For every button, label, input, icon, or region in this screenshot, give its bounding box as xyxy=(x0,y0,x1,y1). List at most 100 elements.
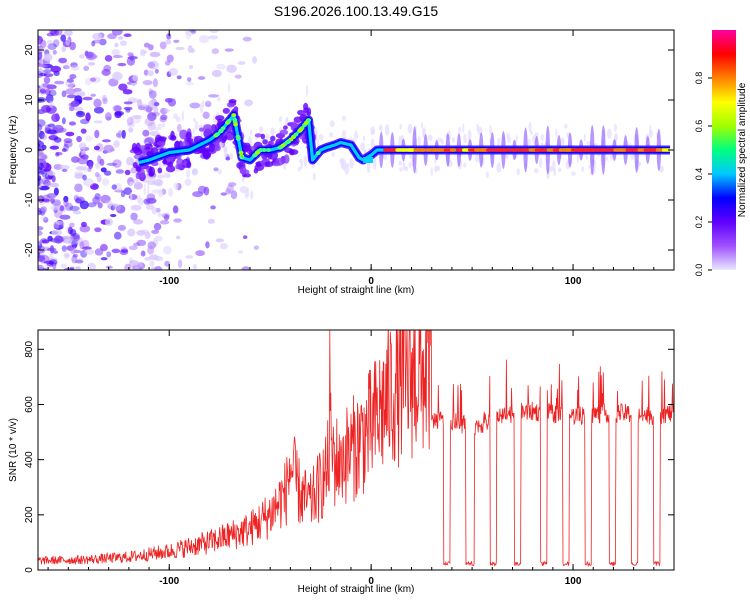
spectrogram-noise-blob xyxy=(93,98,102,108)
spectrogram-noise-blob xyxy=(38,145,43,151)
spectrogram-noise-blob xyxy=(54,235,63,244)
spectrogram-noise-blob xyxy=(100,167,107,173)
spectrogram-noise-blob xyxy=(205,100,212,108)
spectrogram-noise-blob xyxy=(177,123,182,133)
spectrogram-noise-blob xyxy=(50,205,61,210)
snr-panel: -100 0 100 0 200 400 600 800 Height of straight… xyxy=(8,329,675,595)
spectrogram-noise-blob xyxy=(127,122,135,128)
spectrogram-noise-blob xyxy=(112,71,123,81)
spectrogram-noise-blob xyxy=(41,133,47,140)
spectrogram-noise-blob xyxy=(66,78,74,83)
spectrogram-peak-spot xyxy=(226,118,232,123)
snr-y-tick-label: 800 xyxy=(24,341,35,358)
spectrogram-faint-mark xyxy=(408,161,412,168)
spectrogram-noise-blob xyxy=(60,34,67,42)
spectrogram-ridge-blob xyxy=(262,139,269,145)
spectrogram-noise-blob xyxy=(69,266,75,270)
spectrogram-noise-blob xyxy=(152,179,164,186)
spectrogram-noise-blob xyxy=(164,60,171,66)
spectrogram-noise-blob xyxy=(73,106,84,112)
spectrogram-ridge-step xyxy=(363,157,374,163)
spectrogram-noise-blob xyxy=(59,214,71,220)
spectrogram-faint-mark xyxy=(588,164,591,169)
spectrogram-noise-blob xyxy=(120,248,129,253)
spectrogram-ridge-blob xyxy=(282,125,288,130)
spectrogram-faint-mark xyxy=(436,165,441,172)
spectrogram-noise-blob xyxy=(47,43,57,50)
spectrogram-noise-blob xyxy=(172,205,179,214)
spectrogram-faint-mark xyxy=(605,156,609,161)
spectrogram-faint-mark xyxy=(564,123,568,129)
spectrogram-noise-blob xyxy=(185,255,194,259)
spectrogram-faint-mark xyxy=(506,132,510,140)
spectrogram-noise-blob xyxy=(147,112,157,122)
spectrogram-noise-blob xyxy=(117,224,127,231)
snr-y-label: SNR (10 * v/v) xyxy=(8,418,19,482)
spectrogram-noise-blob xyxy=(242,235,248,240)
spectrogram-noise-blob xyxy=(49,30,57,35)
spectrogram-faint-mark xyxy=(194,120,199,131)
spectrogram-faint-mark xyxy=(331,152,335,157)
spectrogram-faint-mark xyxy=(614,123,617,133)
spectrogram-faint-mark xyxy=(318,134,324,141)
spectrogram-noise-blob xyxy=(63,140,73,148)
spectrogram-noise-blob xyxy=(153,256,164,262)
spectrogram-noise-blob xyxy=(55,152,60,157)
spectrogram-noise-blob xyxy=(149,51,161,58)
spectrogram-peak-spot xyxy=(297,127,303,132)
spectrogram-noise-blob xyxy=(38,130,45,140)
spectrogram-noise-blob xyxy=(112,159,122,168)
spectrogram-noise-blob xyxy=(50,197,55,204)
spectrogram-noise-blob xyxy=(61,148,67,153)
spectrogram-noise-blob xyxy=(211,48,220,55)
spectrogram-noise-blob xyxy=(71,254,78,264)
spectrogram-noise-blob xyxy=(50,65,62,73)
spectrogram-faint-mark xyxy=(370,126,375,136)
spectrogram-ridge-core xyxy=(510,148,519,152)
spectrogram-noise-blob xyxy=(73,195,79,202)
spectrogram-noise-blob xyxy=(128,127,134,133)
spectrogram-ridge-blob xyxy=(264,161,274,168)
spectrogram-noise-blob xyxy=(65,39,71,46)
spectrogram-noise-blob xyxy=(111,248,121,254)
spectrogram-noise-blob xyxy=(145,203,155,211)
spectrogram-faint-mark xyxy=(244,191,249,199)
spectrogram-faint-mark xyxy=(286,116,289,125)
spectrogram-faint-mark xyxy=(530,129,533,136)
spectrogram-noise-blob xyxy=(160,114,168,121)
spectrogram-peak-spot xyxy=(235,136,241,141)
spectrogram-ridge-core xyxy=(534,148,543,152)
spectrogram-peak-spot xyxy=(286,139,292,144)
spectrogram-noise-blob xyxy=(60,221,65,227)
spectrogram-faint-mark xyxy=(571,171,576,176)
spectrogram-ridge-blob xyxy=(275,157,285,166)
spectrogram-noise-blob xyxy=(40,83,48,90)
spectrogram-peak-spot xyxy=(277,145,283,150)
spectrogram-ridge-blob xyxy=(228,98,237,104)
spectrogram-noise-blob xyxy=(41,169,47,178)
spectrogram-faint-mark xyxy=(341,115,346,122)
spectrogram-y-tick-label: -20 xyxy=(24,242,35,257)
spectrogram-noise-blob xyxy=(142,79,153,86)
spectrogram-noise-blob xyxy=(177,259,183,269)
spectrogram-noise-blob xyxy=(72,253,78,258)
spectrogram-faint-mark xyxy=(516,168,520,176)
spectrogram-noise-blob xyxy=(134,261,143,269)
spectrogram-noise-blob xyxy=(79,200,89,210)
spectrogram-noise-blob xyxy=(74,266,81,270)
spectrogram-faint-mark xyxy=(378,124,382,131)
spectrogram-noise-blob xyxy=(45,88,51,96)
spectrogram-noise-blob xyxy=(85,112,91,122)
spectrogram-noise-blob xyxy=(163,245,172,255)
spectrogram-noise-blob xyxy=(75,91,86,97)
spectrogram-noise-blob xyxy=(76,135,82,143)
spectrogram-noise-blob xyxy=(209,30,219,34)
spectrogram-faint-mark xyxy=(136,194,142,204)
spectrogram-noise-blob xyxy=(52,263,57,270)
spectrogram-noise-blob xyxy=(152,78,158,88)
spectrogram-ridge-blob xyxy=(165,165,176,173)
spectrogram-noise-blob xyxy=(154,266,163,270)
spectrogram-noise-blob xyxy=(197,76,206,80)
spectrogram-noise-blob xyxy=(43,76,51,84)
spectrogram-noise-blob xyxy=(208,35,219,40)
